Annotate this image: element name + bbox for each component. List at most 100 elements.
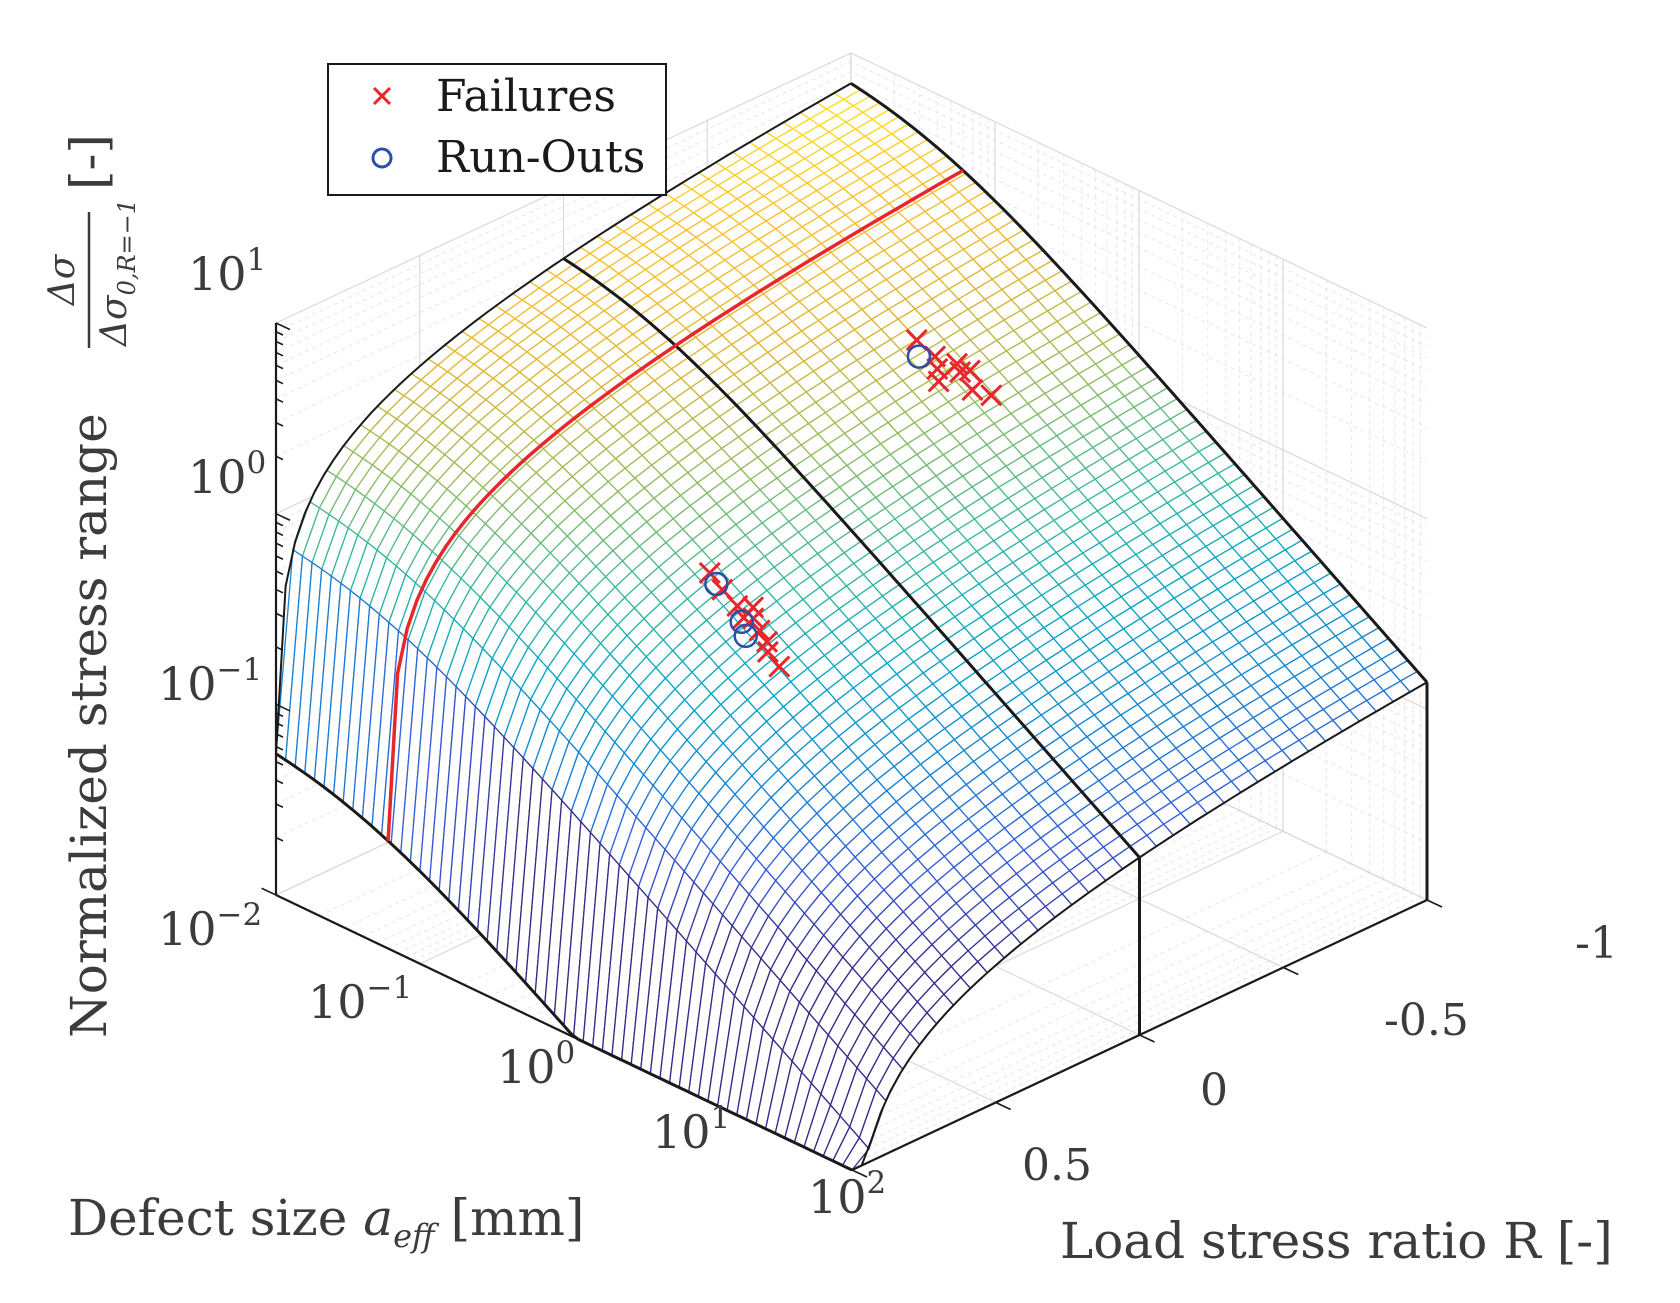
runout-marker <box>906 344 932 369</box>
x-tick <box>380 944 389 950</box>
legend-runouts-label: Run-Outs <box>436 132 645 183</box>
a-floor-gridline <box>794 872 1370 1144</box>
x-tick <box>801 1145 809 1151</box>
tick-labels: 10−2 10−1 100 101 10−1 100 101 102 -1 -0… <box>158 242 1618 1224</box>
x-tick <box>787 1138 796 1144</box>
x-tick <box>398 953 407 958</box>
failure-marker <box>945 352 969 375</box>
surface-mesh <box>275 82 1429 1171</box>
z-tick <box>275 761 284 766</box>
axes-frame <box>261 322 1443 1178</box>
z-tick-label: 101 <box>188 242 266 301</box>
threshold-curve <box>386 168 964 841</box>
x-tick <box>686 1090 695 1096</box>
x-tick <box>549 1025 565 1034</box>
a-floor-gridline <box>808 878 1384 1150</box>
z-tick <box>275 331 284 336</box>
x-tick-label: 10−1 <box>308 970 412 1029</box>
y-axis-label: Load stress ratio R [-] <box>1060 1212 1613 1270</box>
edge-R-0 <box>562 257 1141 859</box>
z-tick <box>275 646 284 651</box>
x-tick <box>499 1001 508 1006</box>
x-tick <box>743 1117 752 1123</box>
x-tick <box>390 949 399 954</box>
x-tick <box>542 1021 551 1027</box>
z-axis-label: Normalized stress range Δσ Δσ0,R=−1 [-] <box>42 134 141 1038</box>
z-tick <box>275 455 284 461</box>
x-tick <box>769 1129 778 1135</box>
x-tick-label: 100 <box>497 1035 575 1094</box>
failure-marker <box>980 384 1003 407</box>
failure-marker <box>958 359 981 382</box>
x-tick <box>830 1159 839 1165</box>
z-tick <box>275 745 284 751</box>
failure-marker <box>698 561 721 585</box>
z-tick <box>275 722 284 727</box>
z-tick <box>275 379 284 385</box>
y-tick-label: -1 <box>1575 918 1618 969</box>
y-tick <box>1426 899 1443 908</box>
z-tick <box>275 421 284 427</box>
runout-marker <box>704 571 729 597</box>
z-tick-label: 10−1 <box>158 652 262 711</box>
y-tick <box>995 1101 1012 1111</box>
z-tick <box>275 398 284 403</box>
z-tick <box>275 588 284 594</box>
x-tick <box>812 1150 821 1156</box>
failure-marker <box>768 655 791 678</box>
legend-runouts-marker <box>371 147 393 169</box>
z-tick <box>275 531 284 537</box>
x-tick <box>668 1081 677 1087</box>
z-tick <box>275 803 284 809</box>
x-tick-label: 101 <box>652 1100 730 1159</box>
a-floor-gridline <box>819 884 1396 1156</box>
x-tick <box>599 1049 608 1054</box>
z-tick-label: 10−2 <box>158 897 262 956</box>
z-tick <box>275 351 284 357</box>
a-floor-gridline <box>845 896 1421 1168</box>
z-tick <box>275 894 291 903</box>
x-tick <box>481 992 490 998</box>
a-floor-gridline <box>829 888 1405 1160</box>
z-tick <box>275 364 284 370</box>
x-tick <box>643 1069 652 1075</box>
z-label-units: [-] <box>60 134 118 190</box>
x-tick <box>369 938 377 944</box>
z-tick <box>275 703 291 712</box>
x-tick <box>261 887 277 896</box>
legend: Failures Run-Outs <box>327 63 667 196</box>
z-tick <box>275 555 284 560</box>
x-tick <box>337 923 346 929</box>
z-tick <box>275 322 291 331</box>
edge-a-max <box>851 681 1428 1171</box>
x-tick <box>678 1086 687 1092</box>
z-tick <box>275 779 284 785</box>
failure-marker <box>927 370 950 393</box>
x-tick <box>405 956 421 965</box>
runout-marker <box>729 609 754 635</box>
z-tick <box>275 733 284 738</box>
svg-text:Normalized stress range: Normalized stress range <box>60 413 118 1038</box>
x-tick <box>513 1007 521 1013</box>
x-tick <box>837 1162 853 1171</box>
x-tick <box>355 932 364 938</box>
z-tick <box>275 570 284 576</box>
edge-R-minus1 <box>850 82 1429 684</box>
a-floor-gridline <box>837 892 1414 1164</box>
failure-marker <box>756 640 779 663</box>
z-tick <box>275 512 291 521</box>
x-tick <box>455 980 464 986</box>
z-tick <box>275 340 284 346</box>
legend-box <box>327 63 667 196</box>
x-tick <box>822 1155 831 1161</box>
failure-marker <box>961 378 984 402</box>
z-tick <box>275 612 284 618</box>
y-tick-label: -0.5 <box>1384 995 1469 1046</box>
x-tick <box>311 911 320 917</box>
x-axis-label: Defect size aeff [mm] <box>68 1189 584 1255</box>
legend-failures-label: Failures <box>436 71 616 122</box>
data-markers <box>698 328 1003 678</box>
y-tick-label: 0 <box>1200 1065 1228 1116</box>
z-tick <box>275 712 284 718</box>
z-tick <box>275 542 284 548</box>
